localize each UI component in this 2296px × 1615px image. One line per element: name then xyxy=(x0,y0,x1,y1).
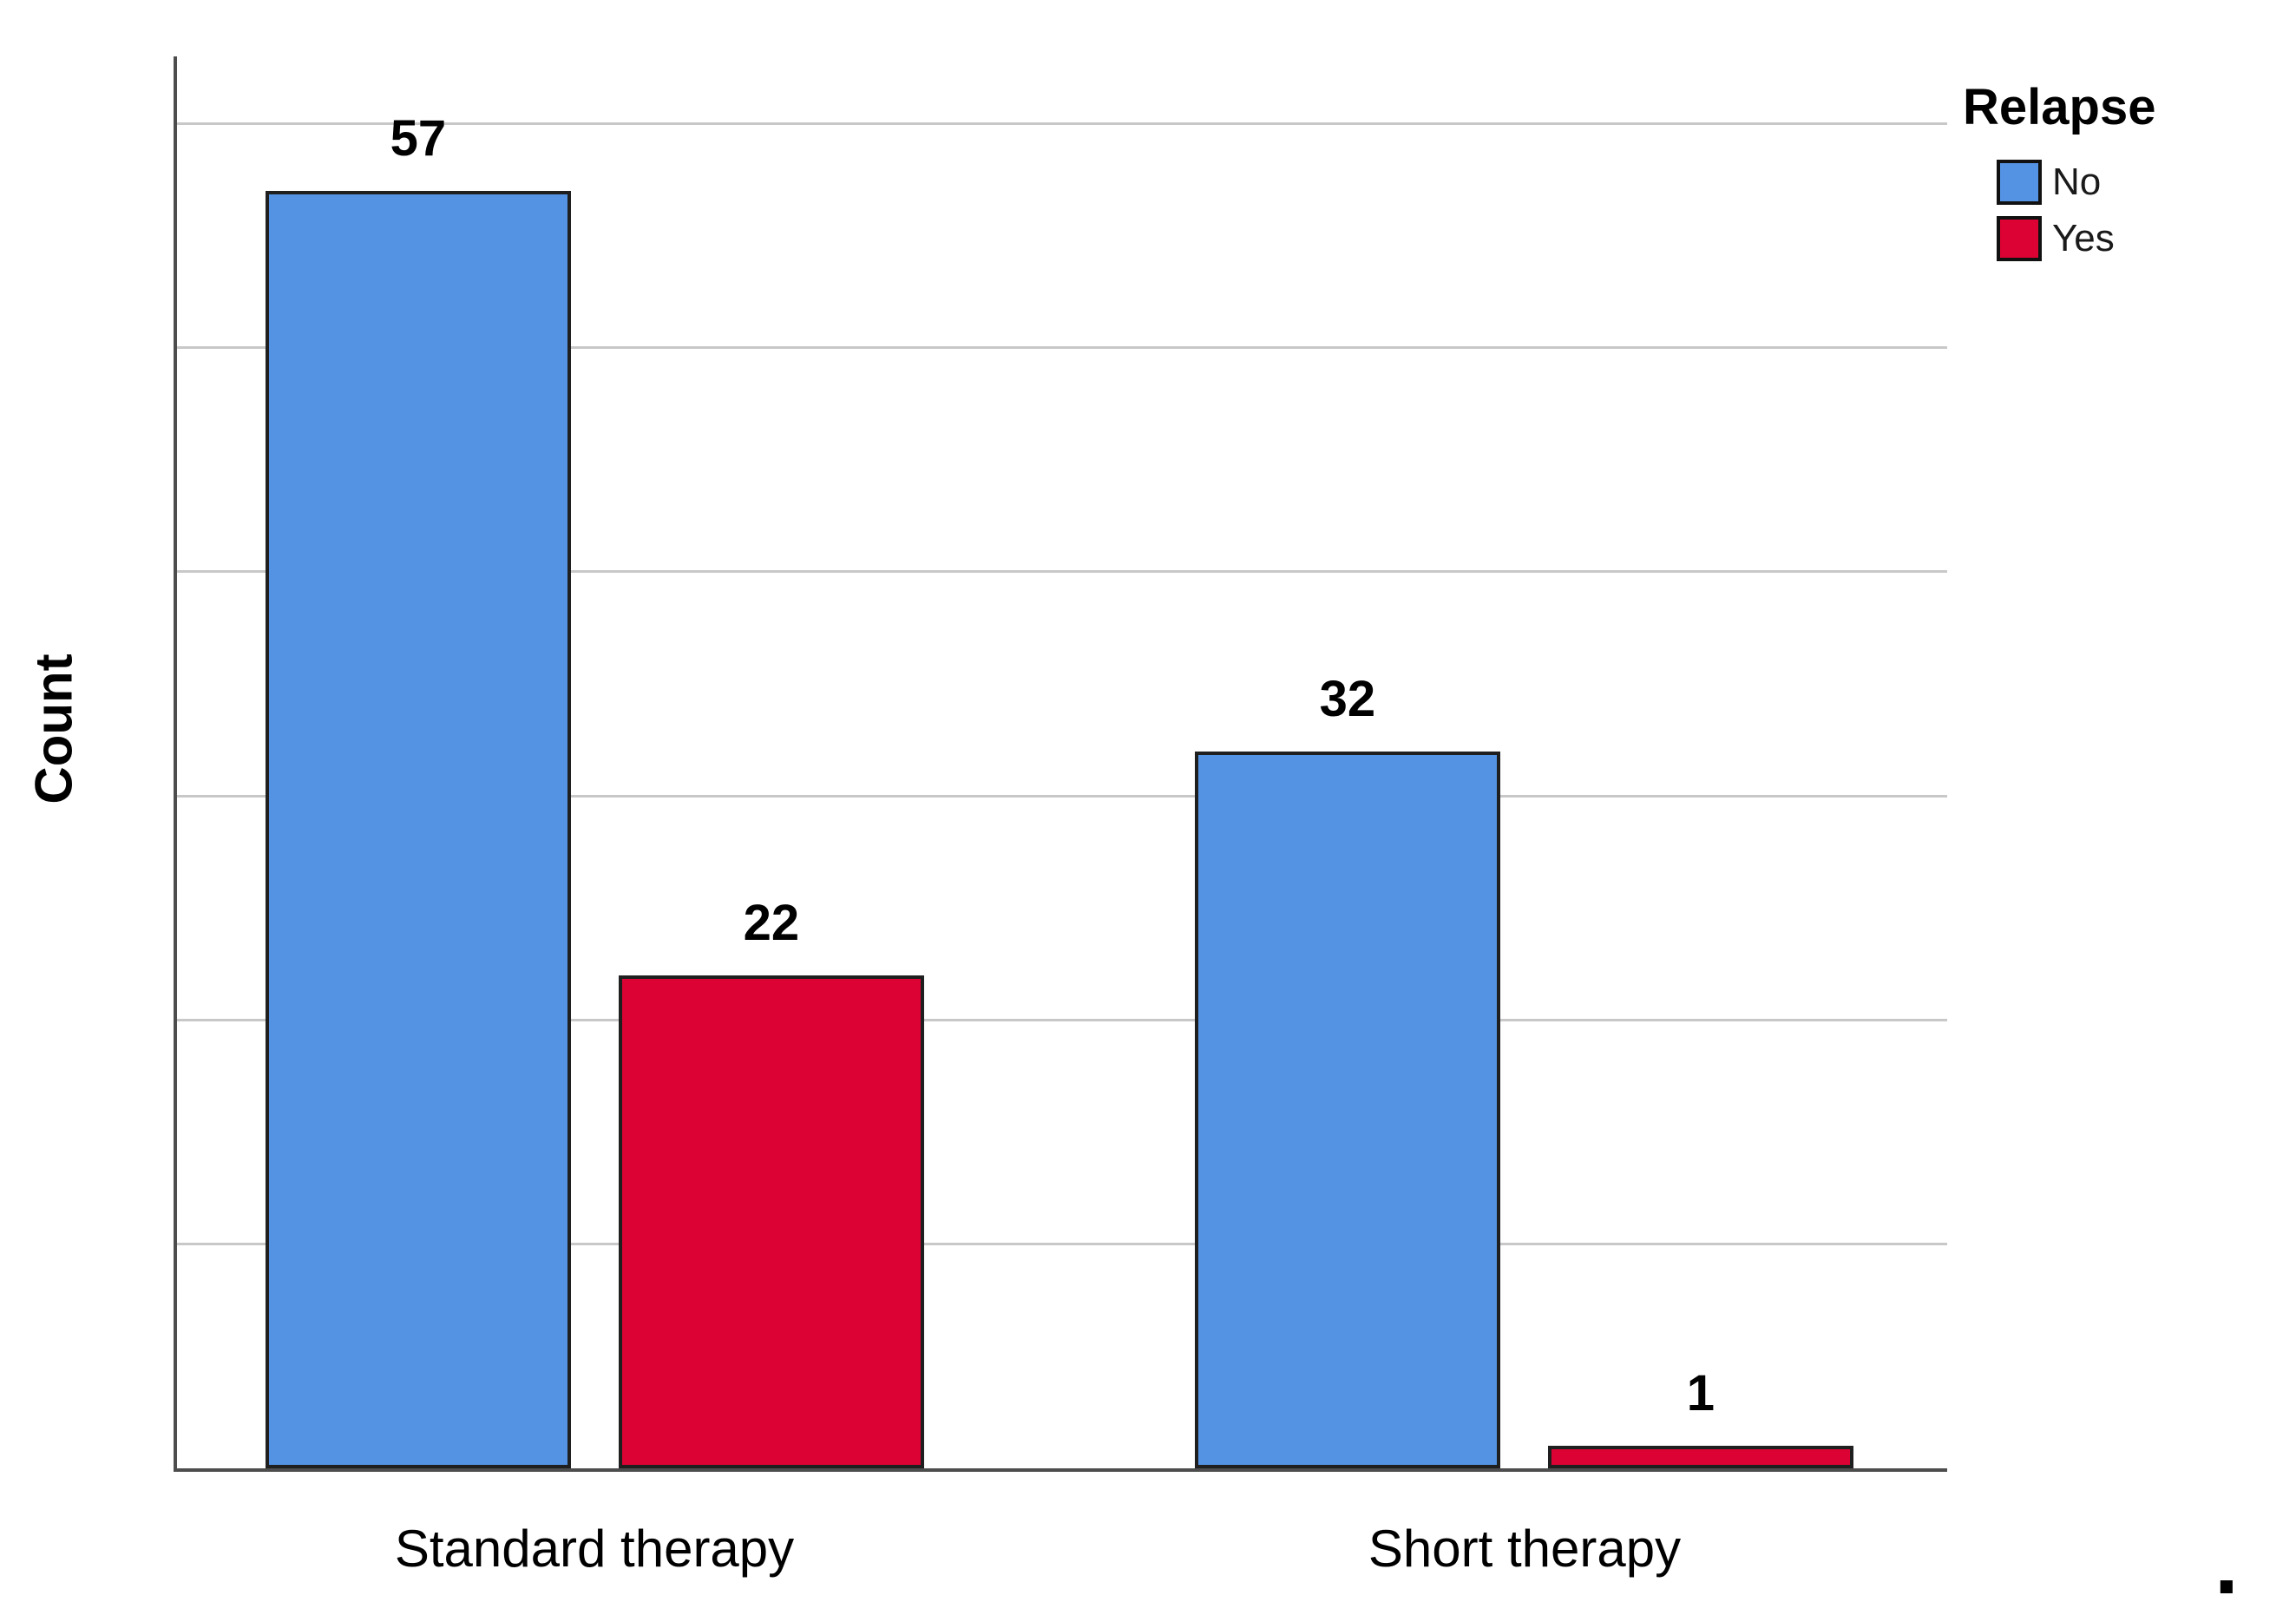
bar-value-label-short-therapy-yes: 1 xyxy=(1686,1365,1715,1422)
x-category-label-standard-therapy: Standard therapy xyxy=(394,1520,795,1578)
legend-item-yes: Yes xyxy=(1997,216,2115,261)
gridline-30 xyxy=(177,794,1947,798)
y-axis-title: Count xyxy=(24,653,83,804)
legend-label-no: No xyxy=(2052,161,2102,203)
legend-label-yes: Yes xyxy=(2052,217,2115,259)
legend-title: Relapse xyxy=(1963,79,2156,135)
legend-swatch-yes xyxy=(1997,216,2042,261)
gridline-20 xyxy=(177,1018,1947,1021)
gridline-50 xyxy=(177,346,1947,350)
bar-standard-therapy-yes xyxy=(618,975,924,1468)
gridline-40 xyxy=(177,570,1947,574)
legend-swatch-no xyxy=(1997,160,2042,205)
bar-value-label-standard-therapy-yes: 22 xyxy=(743,894,800,951)
bar-short-therapy-no xyxy=(1194,751,1500,1468)
plot-area: 57 22 32 1 xyxy=(174,56,1947,1472)
stray-period-artifact: . xyxy=(2214,1515,2239,1612)
gridline-10 xyxy=(177,1243,1947,1246)
bar-value-label-short-therapy-no: 32 xyxy=(1319,670,1376,727)
bar-short-therapy-yes xyxy=(1547,1446,1853,1468)
bar-standard-therapy-no xyxy=(265,190,571,1468)
x-category-label-short-therapy: Short therapy xyxy=(1368,1520,1682,1578)
legend-item-no: No xyxy=(1997,160,2101,205)
gridline-60 xyxy=(177,121,1947,125)
bar-value-label-standard-therapy-no: 57 xyxy=(390,109,447,167)
